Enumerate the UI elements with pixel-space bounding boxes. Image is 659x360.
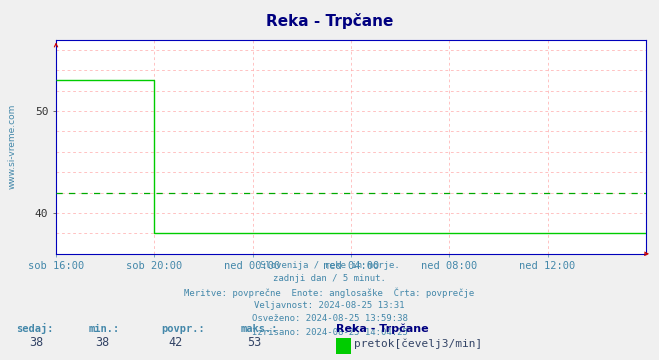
Text: 53: 53	[247, 336, 262, 349]
Text: Meritve: povprečne  Enote: anglosaške  Črta: povprečje: Meritve: povprečne Enote: anglosaške Črt…	[185, 288, 474, 298]
Text: maks.:: maks.:	[241, 324, 278, 334]
Text: min.:: min.:	[89, 324, 120, 334]
Text: Slovenija / reke in morje.: Slovenija / reke in morje.	[260, 261, 399, 270]
Text: 38: 38	[30, 336, 44, 349]
Text: www.si-vreme.com: www.si-vreme.com	[7, 104, 16, 189]
Text: zadnji dan / 5 minut.: zadnji dan / 5 minut.	[273, 274, 386, 283]
Text: 38: 38	[96, 336, 110, 349]
Text: pretok[čevelj3/min]: pretok[čevelj3/min]	[354, 339, 482, 349]
Text: Reka - Trpčane: Reka - Trpčane	[336, 324, 429, 334]
Text: Osveženo: 2024-08-25 13:59:38: Osveženo: 2024-08-25 13:59:38	[252, 314, 407, 323]
Text: 42: 42	[168, 336, 183, 349]
Text: povpr.:: povpr.:	[161, 324, 205, 334]
Text: Reka - Trpčane: Reka - Trpčane	[266, 13, 393, 28]
Text: Izrisano: 2024-08-25 14:04:25: Izrisano: 2024-08-25 14:04:25	[252, 328, 407, 337]
Text: Veljavnost: 2024-08-25 13:31: Veljavnost: 2024-08-25 13:31	[254, 301, 405, 310]
Text: sedaj:: sedaj:	[16, 323, 54, 334]
